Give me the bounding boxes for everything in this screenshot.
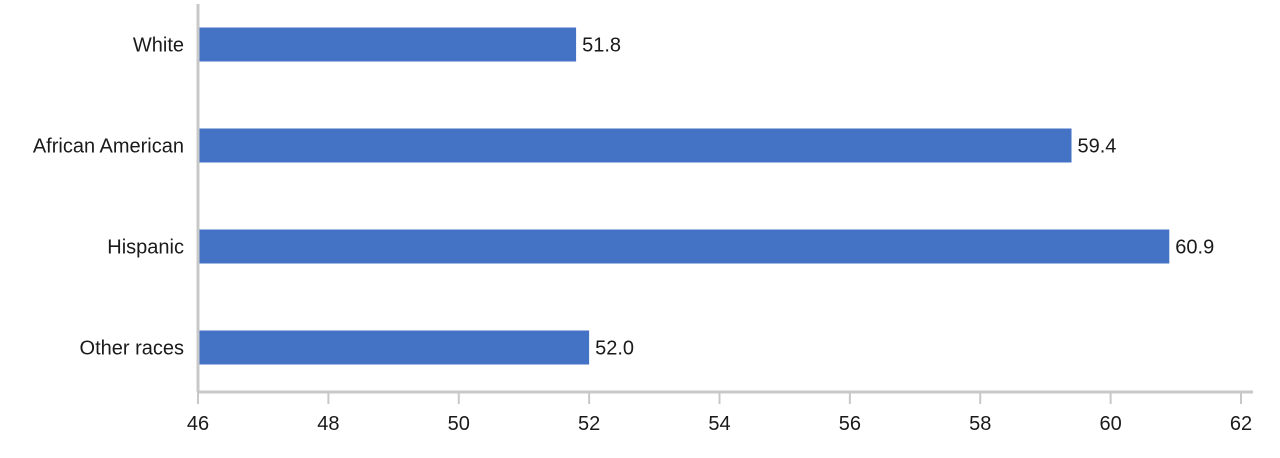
data-label: 51.8 — [582, 35, 621, 57]
data-label: 59.4 — [1078, 136, 1117, 158]
x-tick-label: 50 — [448, 413, 470, 435]
x-tick-label: 58 — [969, 413, 991, 435]
data-label: 52.0 — [595, 338, 634, 360]
x-tick-label: 52 — [578, 413, 600, 435]
category-label: White — [133, 35, 184, 57]
x-tick-label: 46 — [187, 413, 209, 435]
labels-layer: White 51.8 African American 59.4 Hispanic 60.… — [33, 35, 1252, 436]
bar-other-races — [199, 330, 590, 365]
x-tick-label: 60 — [1100, 413, 1122, 435]
x-tick-label: 48 — [317, 413, 339, 435]
category-label: Hispanic — [107, 237, 184, 259]
category-label: African American — [33, 136, 184, 158]
x-tick-label: 54 — [708, 413, 730, 435]
x-tick-label: 56 — [839, 413, 861, 435]
bar-white — [199, 27, 577, 62]
data-label: 60.9 — [1175, 237, 1214, 259]
x-tick-label: 62 — [1230, 413, 1252, 435]
category-label: Other races — [80, 338, 184, 360]
axis-layer — [196, 4, 1253, 404]
bar-african-american — [199, 128, 1072, 163]
bar-hispanic — [199, 229, 1170, 264]
bars-layer — [199, 27, 1170, 365]
